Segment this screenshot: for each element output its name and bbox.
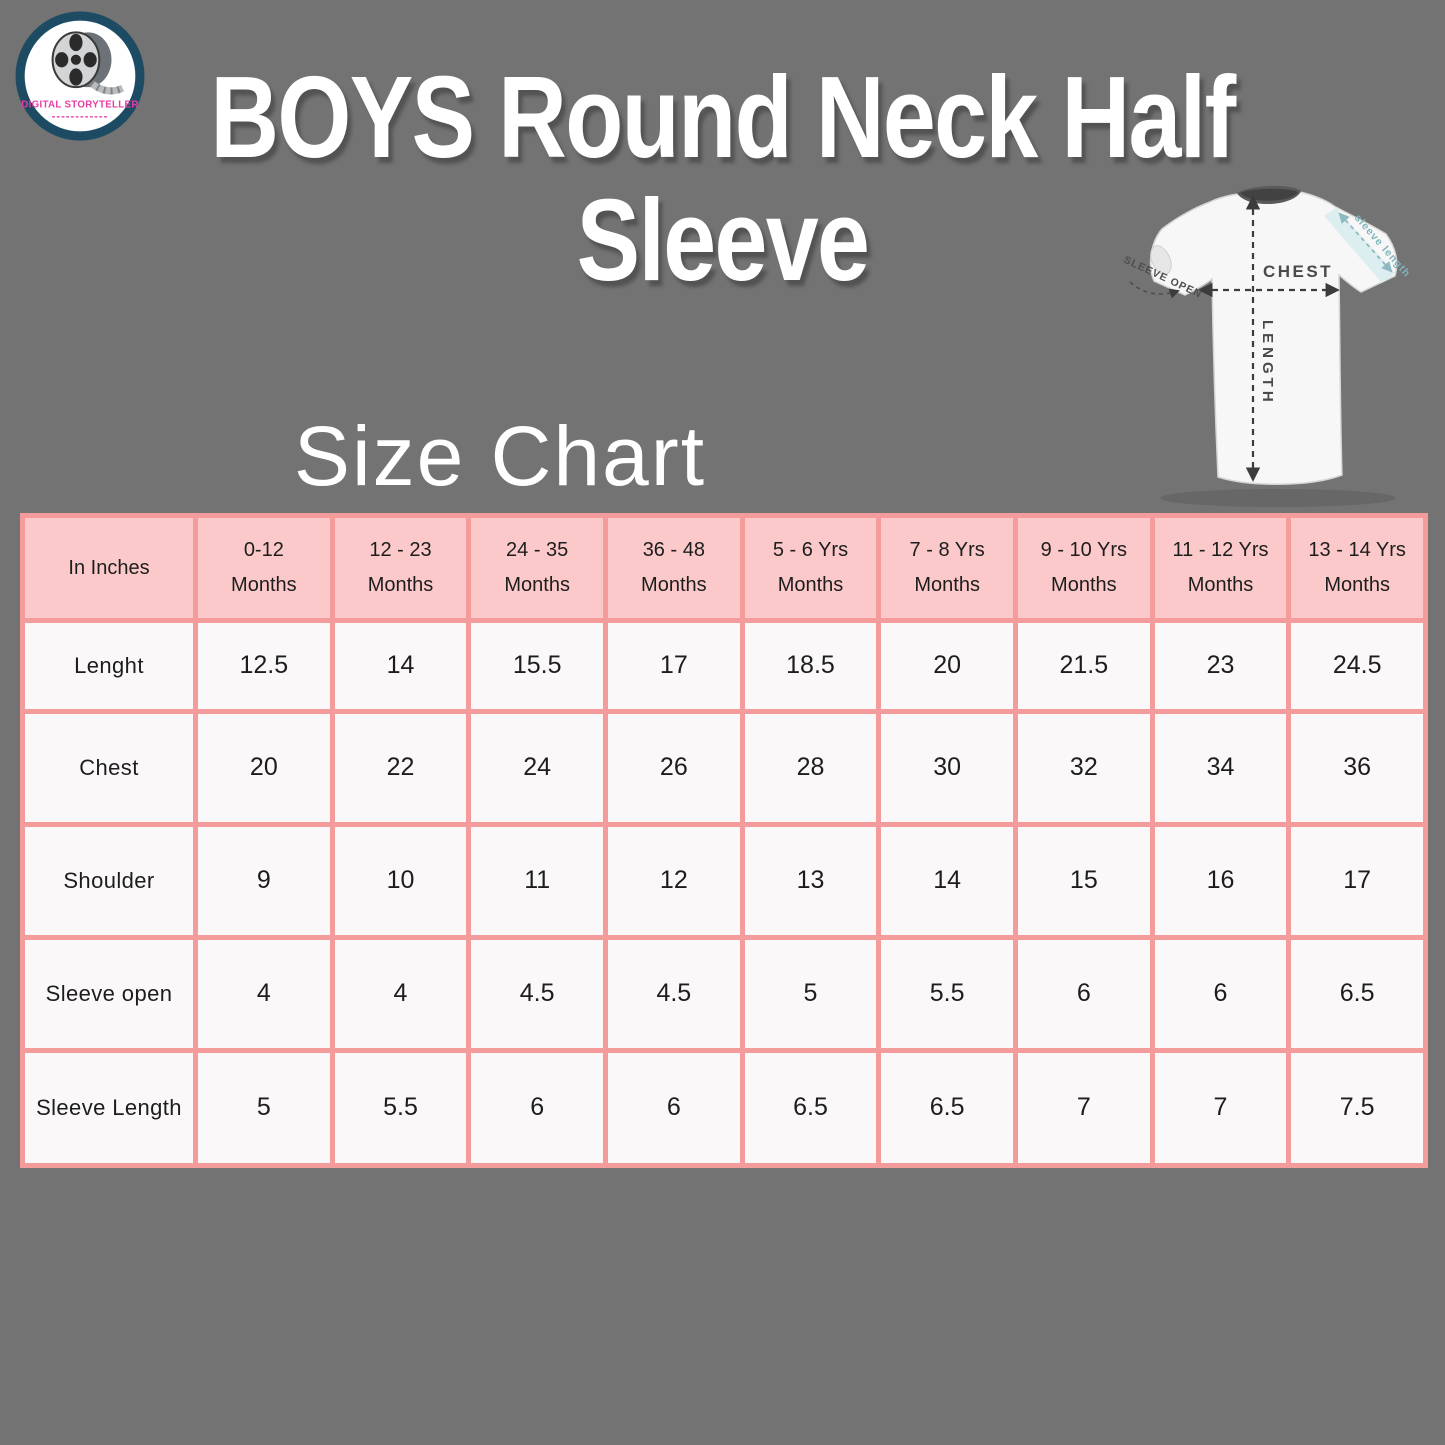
value-cell: 6 [608,1053,740,1163]
page-title: BOYS Round Neck Half Sleeve [130,56,1315,302]
column-header: 12 - 23 Months [334,518,467,618]
value-cell: 7 [1018,1053,1150,1163]
value-cell: 14 [334,623,467,709]
column-header-units: In Inches [25,518,193,618]
column-header: 9 - 10 Yrs Months [1018,518,1150,618]
col-age: 11 - 12 Yrs [1172,539,1269,561]
size-chart-table: In Inches 0-12 Months 12 - 23 Months 24 - … [20,513,1428,1168]
col-age: 36 - 48 [642,539,705,561]
value-cell: 4 [334,940,467,1048]
row-label: Lenght [25,623,193,709]
value-cell: 23 [1154,623,1287,709]
value-cell: 6 [1154,940,1287,1048]
col-unit: Months [914,574,980,596]
unit-label: In Inches [68,556,150,579]
column-header: 5 - 6 Yrs Months [744,518,877,618]
value-cell: 26 [608,714,740,822]
value-cell: 7.5 [1291,1053,1423,1163]
value-cell: 11 [471,827,603,935]
col-unit: Months [641,574,707,596]
col-age: 9 - 10 Yrs [1040,539,1127,561]
value-cell: 24 [471,714,603,822]
value-cell: 5 [744,940,877,1048]
row-label: Chest [25,714,193,822]
value-cell: 14 [881,827,1013,935]
row-label: Sleeve Length [25,1053,193,1163]
value-cell: 17 [1291,827,1423,935]
value-cell: 17 [608,623,740,709]
col-unit: Months [1324,574,1390,596]
value-cell: 20 [198,714,330,822]
col-age: 7 - 8 Yrs [909,539,985,561]
length-label: LENGTH [1259,320,1276,406]
chest-label: CHEST [1263,262,1333,281]
col-unit: Months [1187,574,1254,596]
col-age: 0-12 [243,539,284,561]
column-header: 13 - 14 Yrs Months [1291,518,1423,618]
film-reel-icon: DIGITAL STORYTELLER ------------ [15,11,145,141]
col-age: 24 - 35 [506,539,569,561]
brand-logo: DIGITAL STORYTELLER ------------ [14,10,146,142]
value-cell: 12 [608,827,740,935]
col-age: 13 - 14 Yrs [1308,539,1406,561]
value-cell: 20 [881,623,1013,709]
col-unit: Months [367,574,434,596]
col-age: 5 - 6 Yrs [772,539,849,561]
value-cell: 5.5 [881,940,1013,1048]
value-cell: 12.5 [198,623,330,709]
row-label: Shoulder [25,827,193,935]
col-unit: Months [777,574,844,596]
col-unit: Months [504,574,570,596]
col-unit: Months [231,574,297,596]
logo-underline-text: ------------ [52,111,109,123]
value-cell: 22 [334,714,467,822]
value-cell: 34 [1154,714,1287,822]
value-cell: 4.5 [471,940,603,1048]
size-chart-subtitle: Size Chart [293,409,707,503]
col-age: 12 - 23 [369,539,432,561]
value-cell: 9 [198,827,330,935]
value-cell: 30 [881,714,1013,822]
value-cell: 16 [1154,827,1287,935]
page-title-line2: Sleeve [576,174,870,305]
row-label: Sleeve open [25,940,193,1048]
page-title-line1: BOYS Round Neck Half [210,52,1236,182]
value-cell: 5 [198,1053,330,1163]
value-cell: 24.5 [1291,623,1423,709]
value-cell: 7 [1154,1053,1287,1163]
value-cell: 32 [1018,714,1150,822]
column-header: 24 - 35 Months [471,518,603,618]
value-cell: 13 [744,827,877,935]
logo-brand-text: DIGITAL STORYTELLER [21,99,138,110]
value-cell: 6.5 [1291,940,1423,1048]
column-header: 0-12 Months [198,518,330,618]
value-cell: 36 [1291,714,1423,822]
value-cell: 15.5 [471,623,603,709]
column-header: 11 - 12 Yrs Months [1154,518,1287,618]
tshirt-measurement-diagram: LENGTH CHEST SLEEVE OPEN sleeve length [1098,178,1445,512]
column-header: 36 - 48 Months [608,518,740,618]
value-cell: 4 [198,940,330,1048]
column-header: 7 - 8 Yrs Months [881,518,1013,618]
tshirt-graphic: LENGTH CHEST SLEEVE OPEN sleeve length [1122,185,1413,507]
value-cell: 4.5 [608,940,740,1048]
col-unit: Months [1051,574,1117,596]
value-cell: 6.5 [881,1053,1013,1163]
value-cell: 6 [471,1053,603,1163]
value-cell: 18.5 [744,623,877,709]
value-cell: 6.5 [744,1053,877,1163]
value-cell: 6 [1018,940,1150,1048]
value-cell: 5.5 [334,1053,467,1163]
value-cell: 15 [1018,827,1150,935]
value-cell: 21.5 [1018,623,1150,709]
value-cell: 10 [334,827,467,935]
value-cell: 28 [744,714,877,822]
